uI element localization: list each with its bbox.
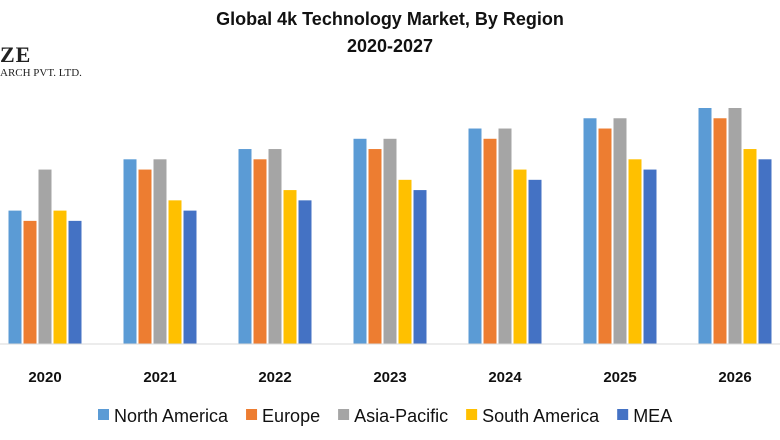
company-logo-watermark: ZE ARCH PVT. LTD. [0,44,82,79]
x-tick-label: 2022 [258,369,291,386]
legend-label-north-america: North America [114,406,229,426]
bar-south-america-2026 [743,149,757,344]
bar-north-america-2020 [8,210,22,344]
bar-mea-2023 [413,190,427,344]
bar-asia-pacific-2021 [153,159,167,344]
bar-mea-2024 [528,179,542,344]
bar-europe-2022 [253,159,267,344]
bar-south-america-2024 [513,169,527,344]
bar-north-america-2026 [698,108,712,344]
bar-north-america-2022 [238,149,252,344]
bar-asia-pacific-2023 [383,138,397,344]
bar-europe-2021 [138,169,152,344]
chart-title-line1: Global 4k Technology Market, By Region [216,9,564,29]
x-tick-label: 2020 [28,369,61,386]
bar-europe-2024 [483,138,497,344]
watermark-line1: ZE [0,42,32,67]
legend-label-south-america: South America [482,406,600,426]
legend-swatch-europe [246,409,258,420]
bar-asia-pacific-2022 [268,149,282,344]
bar-mea-2020 [68,220,82,344]
bar-north-america-2023 [353,138,367,344]
bar-south-america-2022 [283,190,297,344]
legend-swatch-asia-pacific [338,409,350,420]
bar-asia-pacific-2025 [613,118,627,345]
bar-north-america-2025 [583,118,597,345]
bar-south-america-2021 [168,200,182,344]
legend-swatch-north-america [98,409,109,420]
legend-label-mea: MEA [633,406,672,426]
legend: North America Europe Asia-Pacific South Ame… [98,406,672,426]
x-tick-label: 2021 [143,369,176,386]
x-tick-labels: 2020 2021 2022 2023 2024 2025 2026 [28,369,751,386]
x-tick-label: 2026 [718,369,751,386]
legend-label-asia-pacific: Asia-Pacific [354,406,448,426]
bar-mea-2025 [643,169,657,344]
bar-asia-pacific-2026 [728,108,742,344]
bar-europe-2025 [598,128,612,344]
x-tick-label: 2023 [373,369,406,386]
legend-swatch-south-america [466,409,478,420]
x-tick-label: 2024 [488,369,522,386]
bar-north-america-2021 [123,159,137,344]
watermark-line2: ARCH PVT. LTD. [0,67,82,79]
bars-group [8,108,772,345]
chart-title: Global 4k Technology Market, By Region 2… [0,6,780,60]
bar-europe-2026 [713,118,727,345]
bar-south-america-2020 [53,210,67,344]
bar-south-america-2025 [628,159,642,344]
bar-europe-2020 [23,220,37,344]
bar-asia-pacific-2020 [38,169,52,344]
bar-asia-pacific-2024 [498,128,512,344]
bar-south-america-2023 [398,179,412,344]
bar-mea-2026 [758,159,772,344]
bar-north-america-2024 [468,128,482,344]
bar-mea-2021 [183,210,197,344]
bar-mea-2022 [298,200,312,344]
x-tick-label: 2025 [603,369,636,386]
legend-label-europe: Europe [262,406,320,426]
bar-europe-2023 [368,149,382,344]
legend-swatch-mea [617,409,629,420]
chart-title-line2: 2020-2027 [346,36,434,56]
